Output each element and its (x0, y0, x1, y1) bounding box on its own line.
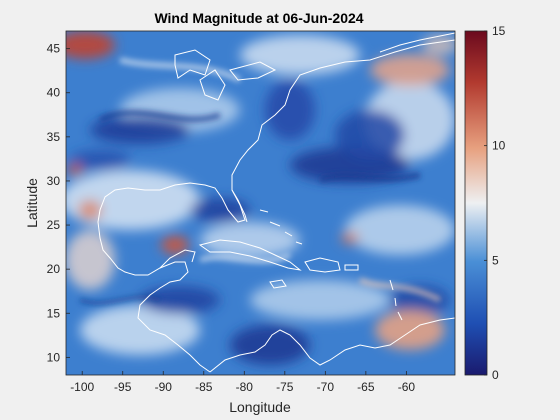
y-tick-label: 45 (47, 42, 61, 56)
wind-field-texture (66, 31, 455, 365)
wind-field-detail (79, 57, 442, 306)
wind-magnitude-map (66, 31, 455, 375)
colorbar-tick-label: 10 (492, 139, 506, 153)
coastlines (97, 32, 455, 373)
colorbar (464, 30, 488, 376)
chart-title: Wind Magnitude at 06-Jun-2024 (154, 10, 363, 26)
axes-box (65, 30, 456, 376)
x-axis-ticks: -100 -95 -90 -85 -80 -75 -70 -65 -60 (70, 371, 415, 394)
colorbar-tick-label: 15 (492, 24, 506, 38)
y-tick-label: 35 (47, 130, 61, 144)
x-axis-label: Longitude (229, 399, 291, 415)
x-tick-label: -90 (155, 380, 173, 394)
colorbar-ticks: 0 5 10 15 (484, 24, 506, 382)
y-tick-label: 10 (47, 350, 61, 364)
y-tick-label: 15 (47, 306, 61, 320)
x-tick-label: -85 (195, 380, 213, 394)
x-tick-label: -100 (70, 380, 94, 394)
x-tick-label: -70 (317, 380, 335, 394)
y-tick-label: 25 (47, 218, 61, 232)
y-tick-label: 40 (47, 86, 61, 100)
y-axis-label: Latitude (24, 178, 40, 228)
x-tick-label: -60 (398, 380, 416, 394)
x-tick-label: -65 (357, 380, 375, 394)
x-tick-label: -95 (114, 380, 132, 394)
x-tick-label: -80 (236, 380, 254, 394)
y-tick-label: 30 (47, 174, 61, 188)
colorbar-tick-label: 5 (492, 253, 499, 267)
x-tick-label: -75 (276, 380, 294, 394)
y-tick-label: 20 (47, 262, 61, 276)
colorbar-tick-label: 0 (492, 368, 499, 382)
y-axis-ticks: 10 15 20 25 30 35 40 45 (47, 42, 70, 364)
